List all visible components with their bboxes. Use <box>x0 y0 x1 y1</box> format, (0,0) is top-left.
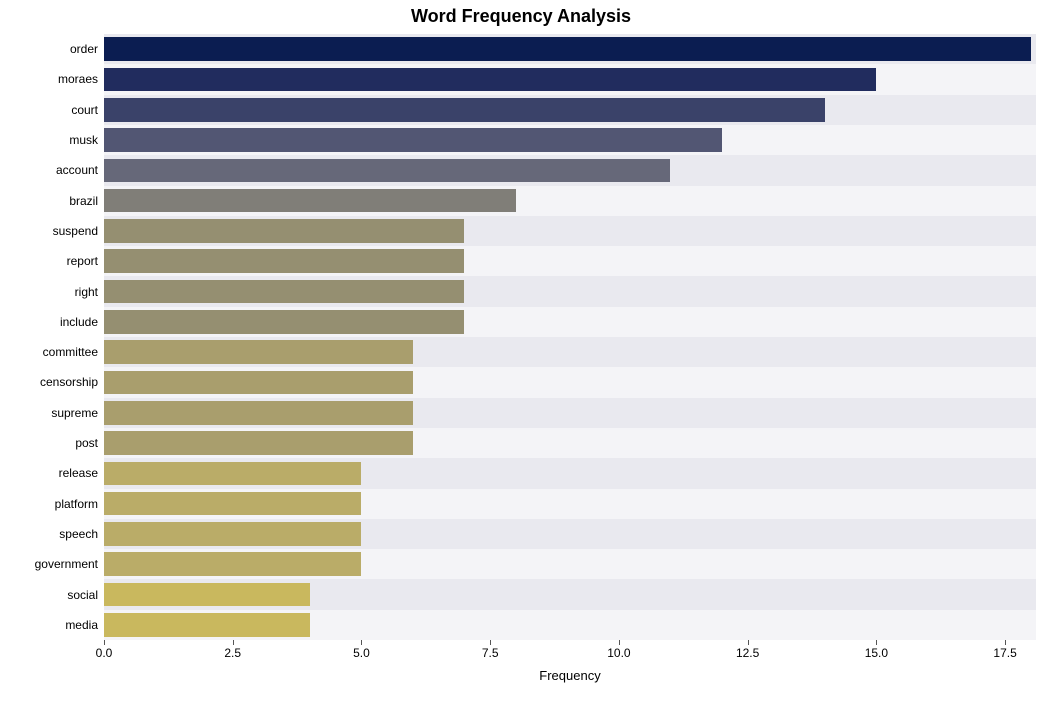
y-tick-label: musk <box>69 133 104 147</box>
y-tick-label: account <box>56 163 104 177</box>
bar <box>104 552 361 576</box>
chart-title: Word Frequency Analysis <box>0 6 1042 27</box>
bar <box>104 98 825 122</box>
x-tick-label: 17.5 <box>993 640 1016 660</box>
x-tick-label: 0.0 <box>96 640 113 660</box>
bar <box>104 249 464 273</box>
bar <box>104 280 464 304</box>
bar <box>104 219 464 243</box>
bar <box>104 37 1031 61</box>
y-tick-label: include <box>60 315 104 329</box>
x-tick-label: 12.5 <box>736 640 759 660</box>
y-tick-label: report <box>67 254 104 268</box>
bar <box>104 613 310 637</box>
y-tick-label: supreme <box>51 406 104 420</box>
y-tick-label: suspend <box>53 224 104 238</box>
word-frequency-chart: Word Frequency Analysis Frequency orderm… <box>0 0 1042 701</box>
bar <box>104 401 413 425</box>
y-tick-label: brazil <box>69 194 104 208</box>
bar <box>104 340 413 364</box>
bar <box>104 371 413 395</box>
x-tick-label: 10.0 <box>607 640 630 660</box>
bar <box>104 68 876 92</box>
bar <box>104 189 516 213</box>
y-tick-label: platform <box>55 497 104 511</box>
bar <box>104 431 413 455</box>
y-tick-label: government <box>35 557 104 571</box>
y-tick-label: media <box>65 618 104 632</box>
plot-area: Frequency ordermoraescourtmuskaccountbra… <box>104 34 1036 640</box>
bar <box>104 310 464 334</box>
bar <box>104 492 361 516</box>
y-tick-label: court <box>71 103 104 117</box>
y-tick-label: post <box>75 436 104 450</box>
y-tick-label: right <box>75 285 104 299</box>
x-tick-label: 2.5 <box>224 640 241 660</box>
bar <box>104 159 670 183</box>
y-tick-label: moraes <box>58 72 104 86</box>
y-tick-label: censorship <box>40 375 104 389</box>
bar <box>104 583 310 607</box>
x-axis-label: Frequency <box>539 668 600 683</box>
bar <box>104 462 361 486</box>
bar <box>104 522 361 546</box>
x-tick-label: 7.5 <box>482 640 499 660</box>
y-tick-label: committee <box>43 345 104 359</box>
y-tick-label: order <box>70 42 104 56</box>
x-tick-label: 5.0 <box>353 640 370 660</box>
y-tick-label: release <box>59 466 104 480</box>
x-tick-label: 15.0 <box>865 640 888 660</box>
bar <box>104 128 722 152</box>
y-tick-label: speech <box>59 527 104 541</box>
y-tick-label: social <box>67 588 104 602</box>
